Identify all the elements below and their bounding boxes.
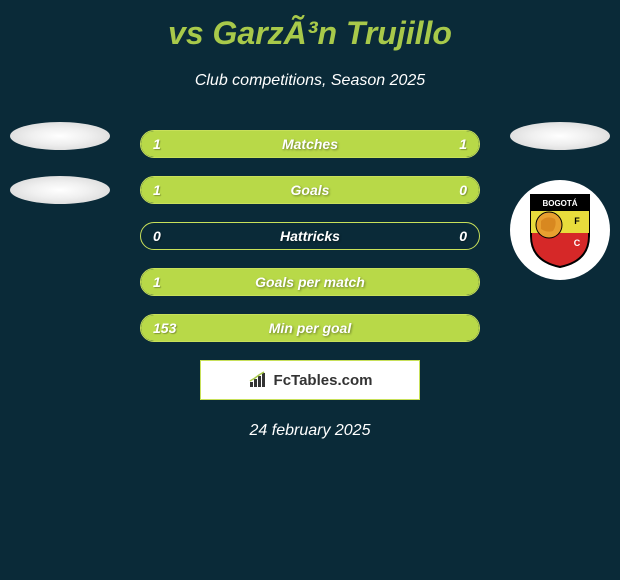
fctables-logo: FcTables.com xyxy=(200,360,420,400)
stat-row-goals: 1 Goals 0 xyxy=(140,176,480,204)
stat-label: Matches xyxy=(282,136,338,152)
stat-label: Min per goal xyxy=(269,320,351,336)
stat-label: Hattricks xyxy=(280,228,340,244)
svg-text:C: C xyxy=(574,238,581,248)
stat-right-value: 1 xyxy=(459,136,467,152)
stat-row-min-per-goal: 153 Min per goal xyxy=(140,314,480,342)
stat-left-value: 0 xyxy=(153,228,161,244)
stat-row-hattricks: 0 Hattricks 0 xyxy=(140,222,480,250)
left-badge-2 xyxy=(10,176,110,204)
left-badge-1 xyxy=(10,122,110,150)
stat-right-value: 0 xyxy=(459,182,467,198)
page-subtitle: Club competitions, Season 2025 xyxy=(0,72,620,90)
crest-shield-icon: BOGOTÁ F C xyxy=(527,191,593,269)
stat-row-goals-per-match: 1 Goals per match xyxy=(140,268,480,296)
right-badge-1 xyxy=(510,122,610,150)
date-text: 24 february 2025 xyxy=(0,422,620,440)
stat-right-value: 0 xyxy=(459,228,467,244)
stat-left-value: 1 xyxy=(153,182,161,198)
stat-left-value: 1 xyxy=(153,274,161,290)
stat-left-value: 153 xyxy=(153,320,176,336)
stat-row-matches: 1 Matches 1 xyxy=(140,130,480,158)
stat-left-value: 1 xyxy=(153,136,161,152)
logo-text: FcTables.com xyxy=(274,372,373,389)
left-team-badges xyxy=(10,122,110,230)
svg-text:F: F xyxy=(574,216,580,226)
page-title: vs GarzÃ³n Trujillo xyxy=(0,0,620,52)
stat-label: Goals per match xyxy=(255,274,365,290)
stat-label: Goals xyxy=(291,182,330,198)
chart-icon xyxy=(248,371,268,389)
right-team-badges: BOGOTÁ F C xyxy=(510,122,610,280)
team-crest: BOGOTÁ F C xyxy=(510,180,610,280)
svg-text:BOGOTÁ: BOGOTÁ xyxy=(542,199,577,208)
